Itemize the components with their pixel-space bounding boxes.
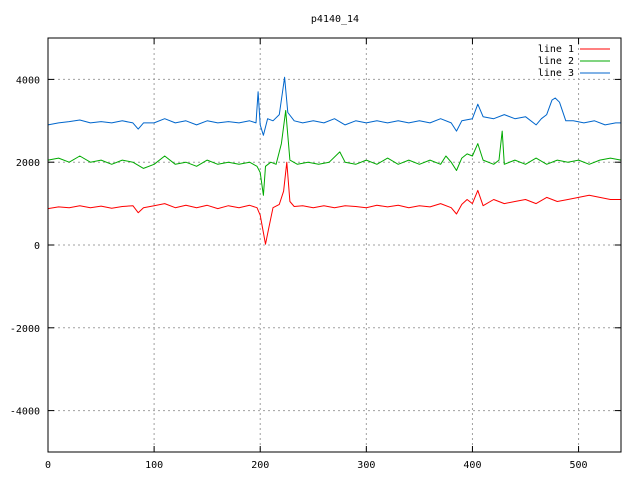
y-tick-label: -2000 [10,324,40,335]
legend-label: line 3 [538,68,574,79]
x-tick-label: 100 [145,460,163,471]
y-tick-label: 2000 [16,158,40,169]
series-line-2 [47,110,622,196]
x-tick-label: 400 [463,460,481,471]
legend-label: line 2 [538,56,574,67]
y-tick-label: 4000 [16,75,40,86]
grid [48,38,621,452]
y-tick-label: -4000 [10,407,40,418]
x-tick-label: 300 [357,460,375,471]
legend-label: line 1 [538,44,574,55]
series-lines [47,76,622,245]
series-line-3 [47,76,621,136]
series-line-1 [47,161,621,245]
x-tick-label: 500 [570,460,588,471]
x-tick-label: 0 [45,460,51,471]
axis-ticks: 0 100 200 300 400 500 -4000 -2000 0 2000 4000 [10,38,621,471]
x-tick-label: 200 [251,460,269,471]
y-tick-label: 0 [34,241,40,252]
chart-title: p4140_14 [311,14,359,25]
